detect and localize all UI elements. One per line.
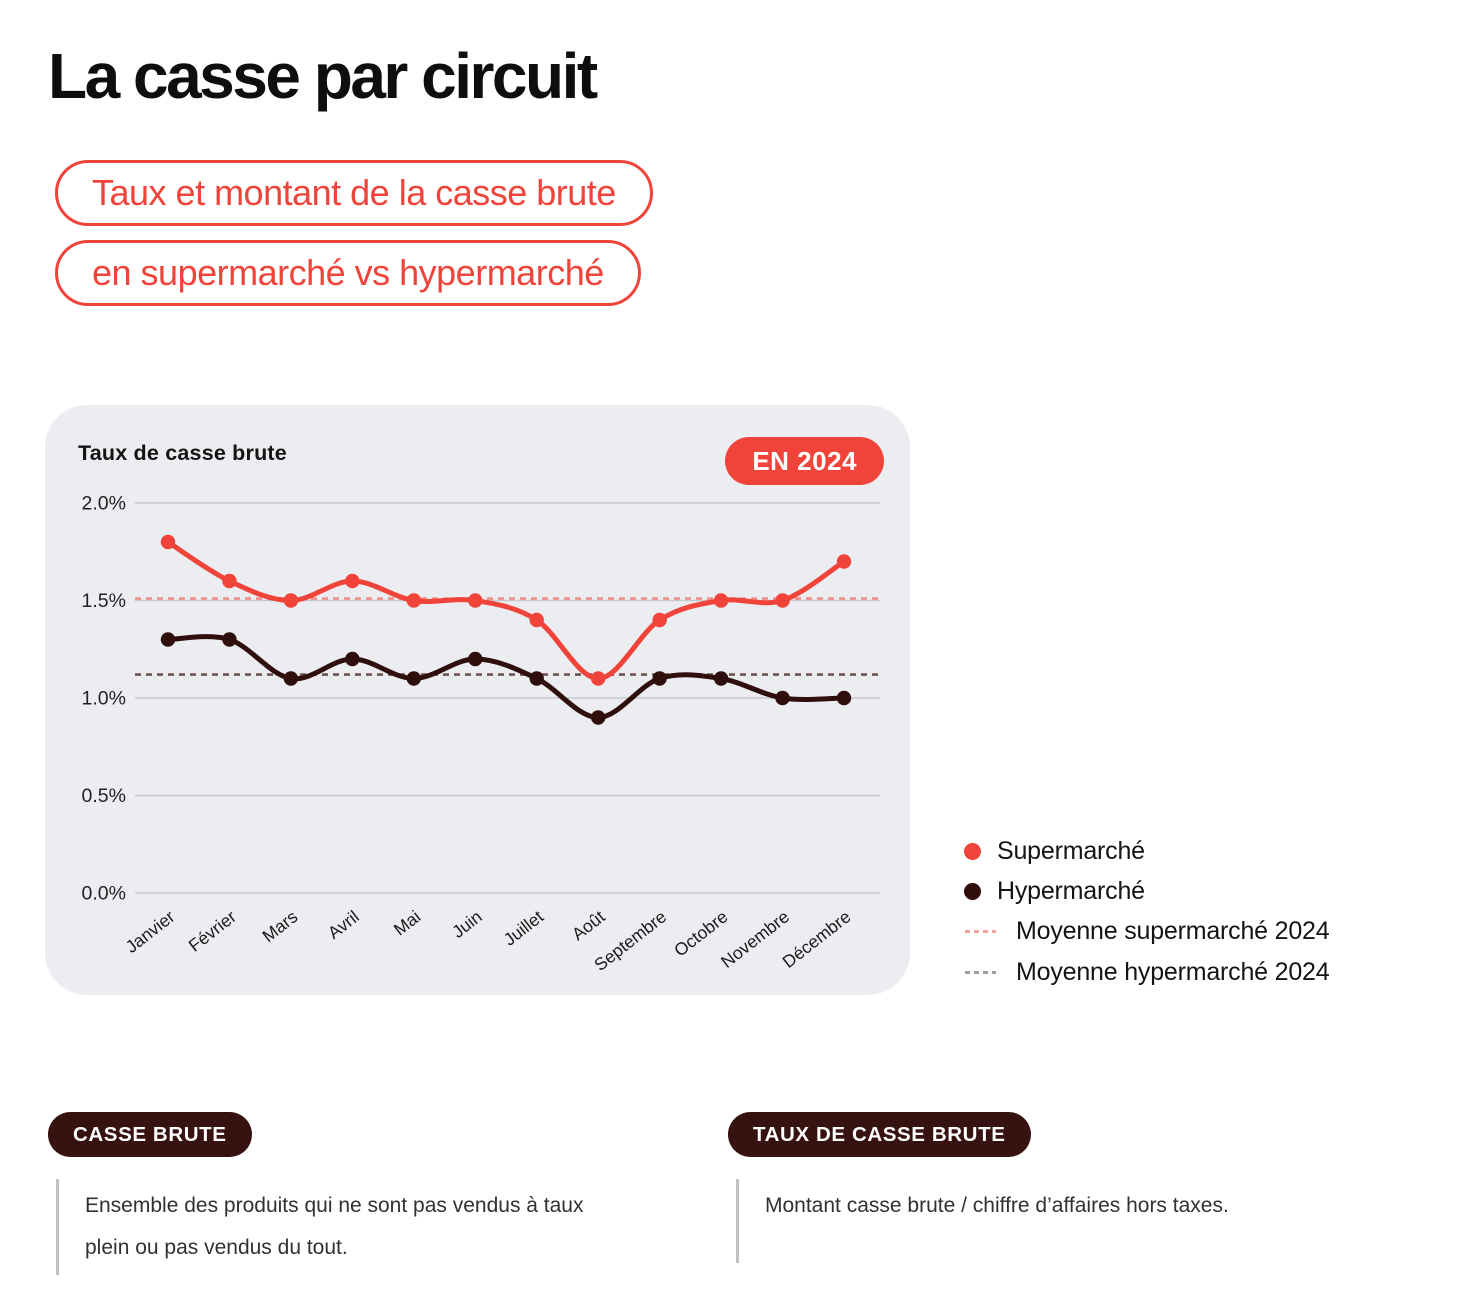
legend-label: Supermarché [997,836,1145,865]
page-title: La casse par circuit [48,40,598,112]
series-line-supermarché [165,539,847,682]
definition-taux-casse-brute: TAUX DE CASSE BRUTE Montant casse brute … [728,1112,1229,1263]
supermarche-dot-icon [960,842,997,860]
definition-term-pill: CASSE BRUTE [48,1112,252,1157]
definition-text: Montant casse brute / chiffre d’affaires… [736,1179,1229,1263]
data-point-supermarché [590,671,606,686]
data-point-supermarché [713,593,729,608]
x-tick-label: Août [568,906,609,944]
x-tick-label: Mai [390,906,425,939]
data-point-hypermarché [160,632,176,647]
data-point-hypermarché [529,671,544,686]
subtitle-pill-1: Taux et montant de la casse brute [55,160,653,226]
series-line-hypermarché [165,634,847,721]
legend-label: Moyenne supermarché 2024 [1016,917,1330,945]
dashed-line-icon [960,971,997,974]
data-point-supermarché [222,573,237,589]
definition-casse-brute: CASSE BRUTE Ensemble des produits qui ne… [48,1112,601,1275]
line-chart: 2.0% 1.5% 1.0% 0.5% 0.0%Janvier Février Mars Av… [82,493,880,975]
data-point-hypermarché [775,690,790,706]
x-tick-label: Mars [258,906,301,946]
data-point-supermarché [345,573,360,589]
year-badge: EN 2024 [725,437,884,485]
data-point-hypermarché [836,690,852,706]
data-point-supermarché [775,593,790,608]
y-tick-label: 0.5% [82,785,126,807]
data-point-hypermarché [468,651,483,667]
dashed-line-icon [960,930,997,933]
x-tick-label: Novembre [717,906,793,971]
data-point-supermarché [283,593,299,608]
chart-card: Taux de casse brute EN 2024 2.0% 1.5% 1.0%… [45,405,910,995]
hypermarche-dot-icon [960,882,997,900]
chart-legend: Supermarché Hypermarché Moyenne supermar… [960,831,1330,993]
data-point-hypermarché [345,651,360,667]
data-point-hypermarché [406,671,422,686]
legend-item-hypermarche: Hypermarché [960,871,1329,911]
x-tick-label: Juin [448,906,486,942]
y-tick-label: 1.0% [82,688,126,710]
subtitle-line-2: en supermarché vs hypermarché [92,252,604,293]
x-tick-label: Février [185,906,240,955]
x-tick-label: Janvier [122,906,179,957]
chart-title: Taux de casse brute [78,441,287,465]
data-point-supermarché [406,593,422,608]
y-tick-label: 2.0% [82,493,126,515]
y-tick-label: 1.5% [82,590,126,612]
x-tick-label: Avril [324,906,363,943]
legend-label: Moyenne hypermarché 2024 [1016,958,1330,986]
data-point-hypermarché [713,671,729,686]
data-point-hypermarché [652,671,667,686]
subtitle-line-1: Taux et montant de la casse brute [92,172,616,213]
definition-term-pill: TAUX DE CASSE BRUTE [728,1112,1031,1157]
data-point-supermarché [160,534,176,550]
y-tick-label: 0.0% [82,883,126,905]
subtitle-pill-2: en supermarché vs hypermarché [55,240,641,306]
data-point-supermarché [652,612,667,628]
legend-item-supermarche: Supermarché [960,831,1329,871]
data-point-hypermarché [283,671,299,686]
data-point-supermarché [468,593,483,608]
data-point-hypermarché [590,710,606,725]
legend-item-moyenne-supermarche: Moyenne supermarché 2024 [960,911,1330,952]
legend-label: Hypermarché [997,876,1145,905]
definition-text: Ensemble des produits qui ne sont pas ve… [56,1179,601,1275]
legend-item-moyenne-hypermarche: Moyenne hypermarché 2024 [960,952,1330,993]
data-point-supermarché [529,612,544,628]
data-point-supermarché [836,554,852,569]
data-point-hypermarché [222,632,237,647]
x-tick-label: Juillet [500,906,548,949]
x-tick-label: Décembre [779,906,855,971]
